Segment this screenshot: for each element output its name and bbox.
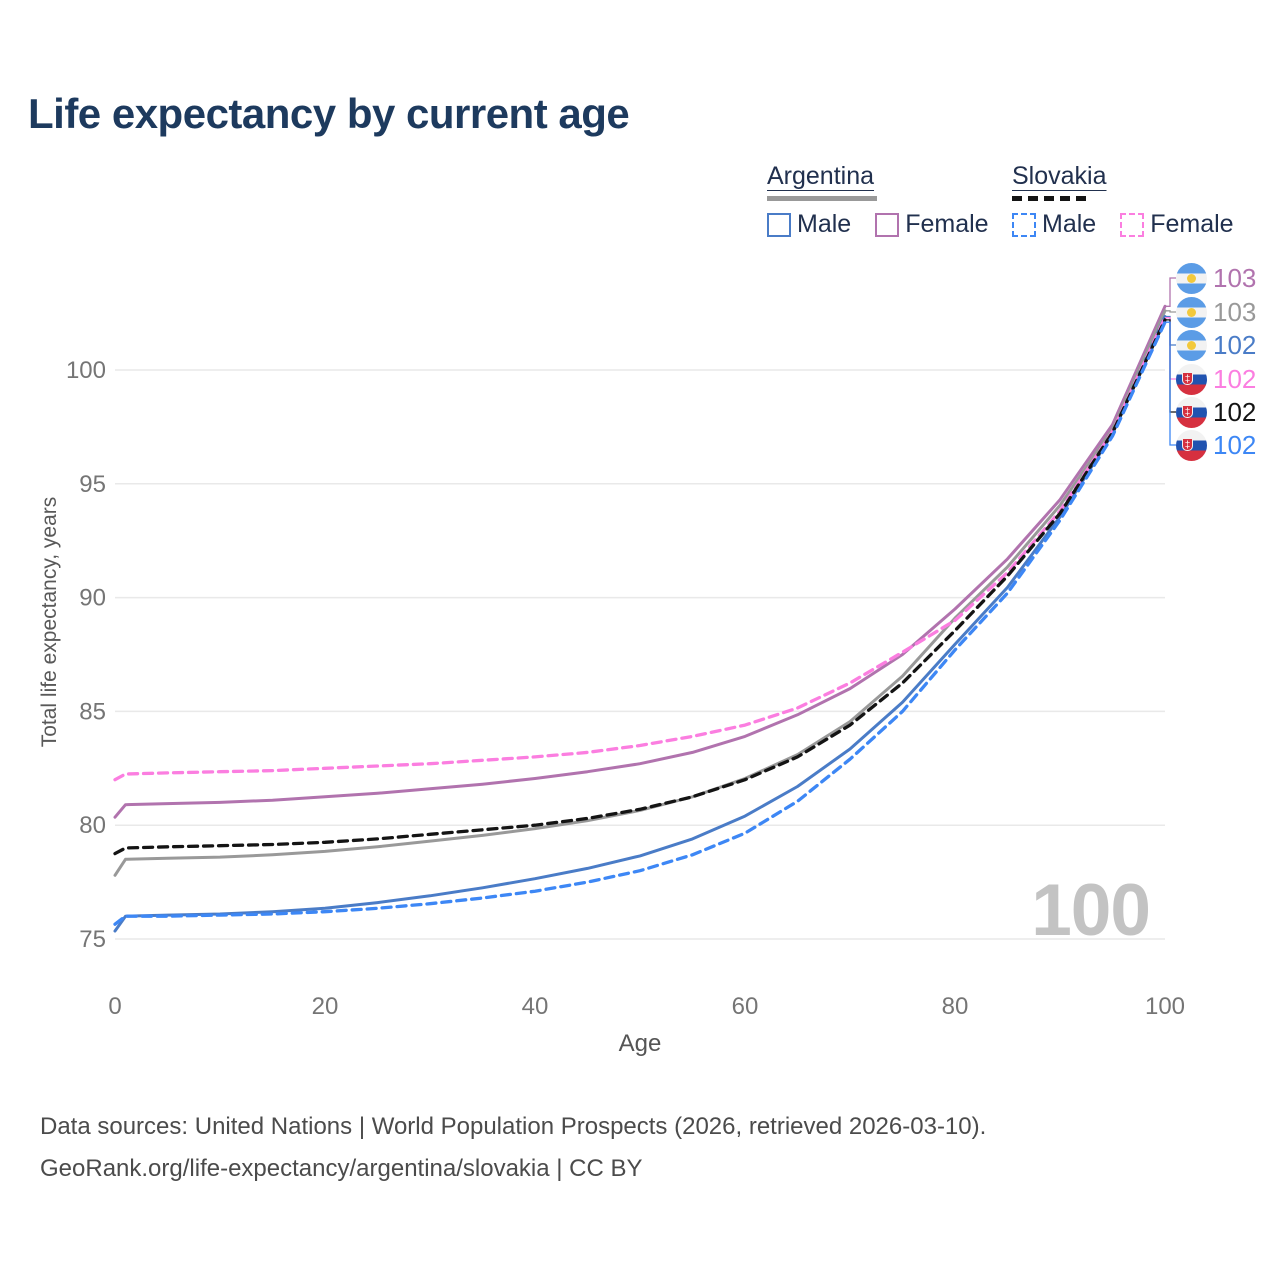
end-value-label-slovakia-male: 102 (1213, 430, 1257, 460)
page-title: Life expectancy by current age (28, 90, 630, 137)
x-tick-20: 20 (312, 993, 339, 1020)
y-tick-75: 75 (79, 926, 106, 953)
footer: Data sources: United Nations | World Pop… (40, 1106, 986, 1190)
legend-country-argentina: Argentina (767, 162, 875, 190)
series-slovakia-male (113, 320, 1167, 926)
slovakia-line-style-sample (1012, 196, 1090, 201)
legend-item-argentina-male[interactable]: Male (767, 210, 851, 239)
end-value-label-argentina-both-sexes: 103 (1213, 297, 1257, 327)
legend-label-argentina-male: Male (797, 210, 852, 238)
argentina-female-checkbox-icon (875, 212, 900, 237)
slovakia-female-checkbox-icon (1120, 212, 1145, 237)
argentina-male-checkbox-icon (767, 212, 791, 237)
x-tick-80: 80 (942, 993, 969, 1020)
x-axis-title: Age (618, 1030, 662, 1057)
data-sources-text: Data sources: United Nations | World Pop… (40, 1113, 987, 1140)
y-tick-95: 95 (79, 471, 106, 498)
y-tick-85: 85 (79, 698, 106, 725)
slovakia-male-checkbox-icon (1012, 212, 1036, 237)
y-tick-90: 90 (79, 585, 106, 612)
legend-item-argentina-female[interactable]: Female (875, 210, 989, 239)
series-argentina-female (113, 304, 1167, 819)
legend-item-slovakia-male[interactable]: Male (1012, 210, 1096, 239)
leader-line (1165, 321, 1176, 446)
age-counter-watermark: 100 (1031, 870, 1151, 951)
x-tick-100: 100 (1145, 993, 1185, 1020)
series-argentina-male (113, 315, 1167, 933)
x-tick-0: 0 (108, 993, 121, 1020)
y-tick-100: 100 (66, 357, 106, 384)
leader-line (1165, 277, 1176, 307)
argentina-flag-icon (1176, 329, 1207, 361)
end-value-label-slovakia-female: 102 (1213, 364, 1257, 394)
x-tick-60: 60 (732, 993, 759, 1020)
argentina-flag-icon (1176, 296, 1207, 328)
series-slovakia-female (113, 316, 1167, 782)
slovakia-flag-icon (1176, 396, 1207, 428)
slovakia-flag-icon (1176, 429, 1207, 461)
x-tick-40: 40 (522, 993, 549, 1020)
legend-group-argentina: Argentina Male Female (767, 162, 989, 239)
series-slovakia-both-sexes (113, 318, 1167, 856)
end-value-label-argentina-male: 102 (1213, 330, 1257, 360)
argentina-flag-icon (1176, 262, 1207, 294)
legend-items-slovakia: Male Female (1012, 210, 1234, 239)
legend-item-slovakia-female[interactable]: Female (1120, 210, 1234, 239)
legend-group-slovakia: Slovakia Male Female (1012, 162, 1234, 239)
legend-label-slovakia-female: Female (1150, 210, 1234, 238)
argentina-line-style-sample (767, 196, 877, 201)
legend-country-slovakia: Slovakia (1012, 162, 1107, 190)
legend-label-slovakia-male: Male (1042, 210, 1097, 238)
legend-label-argentina-female: Female (905, 210, 989, 238)
attribution-text: GeoRank.org/life-expectancy/argentina/sl… (40, 1155, 643, 1182)
y-tick-80: 80 (79, 812, 106, 839)
end-value-label-argentina-female: 103 (1213, 263, 1257, 293)
end-value-label-slovakia-both-sexes: 102 (1213, 397, 1257, 427)
legend-items-argentina: Male Female (767, 210, 989, 239)
leader-line (1165, 310, 1176, 313)
slovakia-flag-icon (1176, 363, 1207, 395)
